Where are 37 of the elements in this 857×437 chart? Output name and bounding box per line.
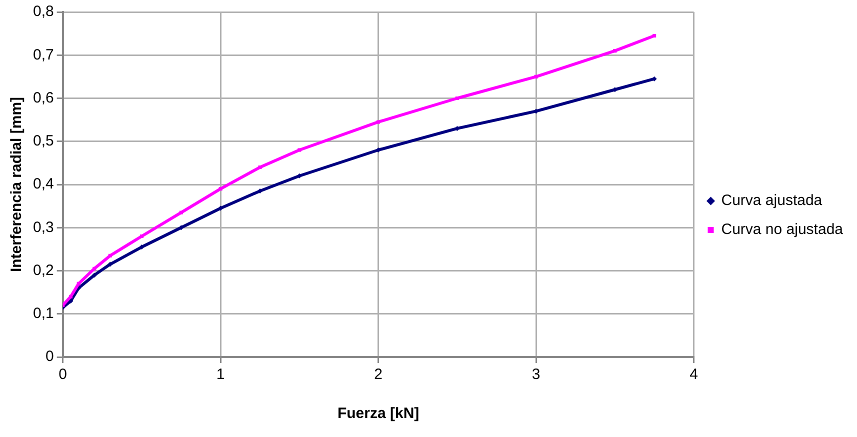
point <box>218 187 222 191</box>
x-tick-label: 3 <box>532 366 540 384</box>
point <box>76 282 80 286</box>
y-tick-label: 0,2 <box>32 262 54 279</box>
legend-label: Curva ajustada <box>721 192 823 210</box>
point <box>534 74 538 78</box>
x-tick-label: 0 <box>58 366 68 384</box>
y-tick-label: 0,4 <box>32 176 54 193</box>
x-tick-label: 4 <box>690 366 698 384</box>
point <box>258 165 262 170</box>
x-axis-title: Fuerza [kN] <box>337 405 420 422</box>
point <box>92 266 96 270</box>
point <box>140 234 144 238</box>
point <box>108 262 113 267</box>
y-tick-label: 0,8 <box>32 3 54 20</box>
point <box>68 294 73 298</box>
y-tick-label: 0 <box>46 348 54 366</box>
y-tick-label: 0,6 <box>32 89 54 106</box>
point <box>613 49 617 53</box>
point <box>298 148 302 152</box>
point <box>179 210 183 214</box>
legend-label: Curva no ajustada <box>721 221 844 238</box>
y-tick-label: 0,7 <box>32 46 54 64</box>
x-tick-label: 2 <box>374 366 382 384</box>
point <box>376 120 380 124</box>
point <box>139 244 144 250</box>
y-axis-title: Interferencia radial [mm] <box>8 96 26 272</box>
point <box>178 225 184 230</box>
x-tick-label: 1 <box>216 366 225 384</box>
y-tick-label: 0,1 <box>32 305 54 322</box>
point <box>455 96 459 100</box>
point <box>92 272 97 278</box>
y-tick-label: 0,5 <box>32 132 54 150</box>
point <box>218 206 224 211</box>
point <box>108 254 112 258</box>
y-tick-label: 0,3 <box>32 218 54 236</box>
point <box>652 34 656 38</box>
